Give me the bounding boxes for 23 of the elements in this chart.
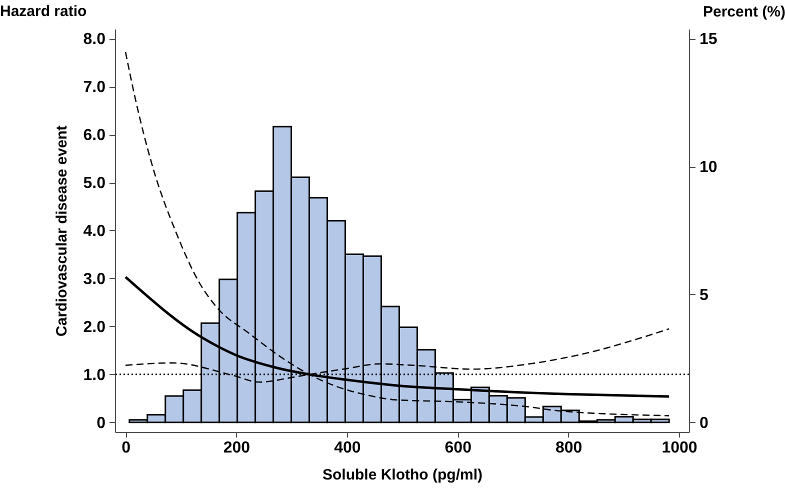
x-tick-label: 600 [444,440,472,456]
y-tick-label: 6.0 [83,127,106,144]
y-tick-label: 1.0 [83,366,106,384]
x-tick-label: 1000 [662,440,698,456]
x-tick-label: 0 [122,440,131,456]
text: Hazard ratio [0,3,87,20]
y2-tick-label: 15 [700,31,718,48]
y2-axis-title: Percent (%) [702,4,785,20]
y-tick-label: 3.0 [83,270,106,288]
y2-tick-label: 0 [700,414,708,432]
y-tick-label: 5.0 [83,175,106,192]
x-axis-title: Soluble Klotho (pg/ml) [322,466,482,484]
x-tick-label: 200 [223,440,250,456]
y-tick-label: 8.0 [83,31,106,48]
y2-tick-label: 5 [700,286,708,304]
x-tick-label: 800 [555,440,582,456]
y-tick-label: 0 [96,414,106,432]
x-tick-label: 400 [334,440,361,456]
y-tick-label: 4.0 [83,223,106,240]
y-axis-title: Cardiovascular disease event [53,126,70,336]
y-tick-label: 7.0 [83,79,106,96]
y2-tick-label: 10 [700,159,718,176]
y-tick-label: 2.0 [83,318,106,336]
